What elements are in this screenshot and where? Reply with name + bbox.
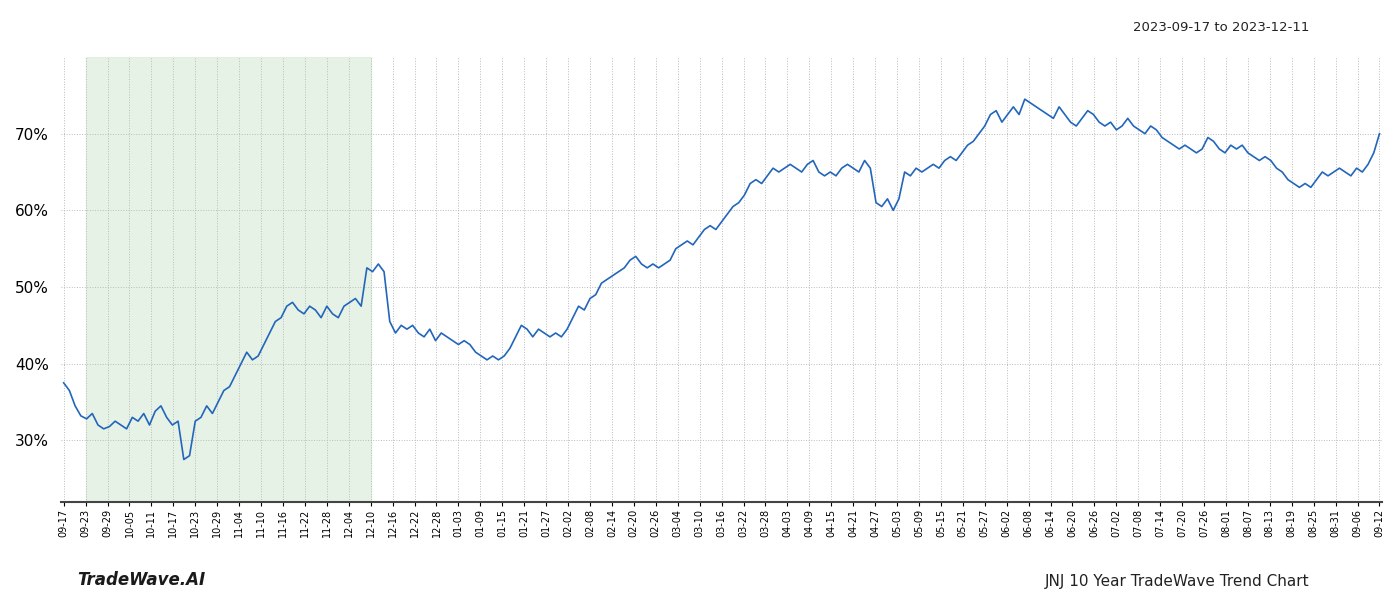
Text: TradeWave.AI: TradeWave.AI — [77, 571, 206, 589]
Bar — [85, 57, 371, 502]
Text: 2023-09-17 to 2023-12-11: 2023-09-17 to 2023-12-11 — [1133, 21, 1309, 34]
Text: JNJ 10 Year TradeWave Trend Chart: JNJ 10 Year TradeWave Trend Chart — [1044, 574, 1309, 589]
